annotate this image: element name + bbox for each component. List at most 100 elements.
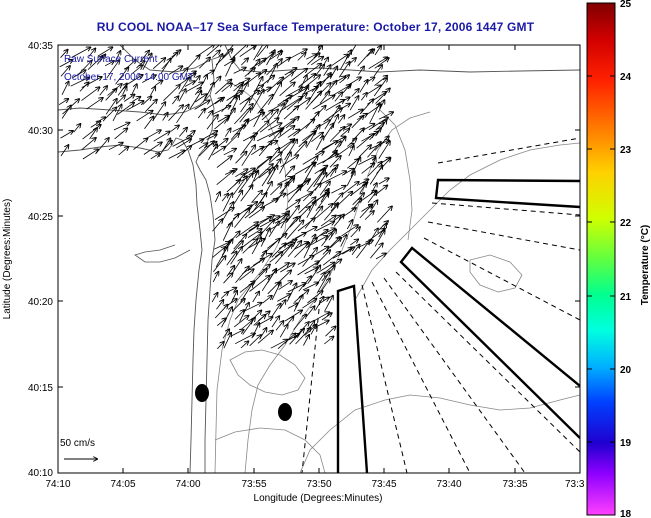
current-vector [225, 58, 235, 77]
current-vector [160, 59, 171, 74]
current-vector [364, 211, 374, 220]
barrier-spit [195, 147, 216, 473]
colorbar-tick: 21 [620, 292, 632, 303]
current-vector [257, 53, 274, 67]
current-vector [249, 335, 261, 347]
current-vector [240, 137, 255, 156]
current-vector [304, 156, 318, 174]
current-vector [239, 46, 256, 57]
y-tick-label: 40:10 [28, 468, 53, 479]
current-vector [356, 241, 369, 259]
annotation-line1: Raw Surface Current [64, 54, 158, 65]
current-vector [185, 83, 203, 93]
current-vector [233, 316, 248, 328]
current-vector [298, 131, 316, 148]
current-vector [172, 136, 192, 147]
current-vector [287, 130, 300, 138]
current-vector [79, 82, 89, 92]
current-vector [248, 113, 264, 123]
current-vector [289, 329, 305, 345]
current-vector [277, 294, 290, 302]
current-vector [276, 50, 281, 59]
current-vector [320, 216, 336, 227]
colorbar-tick: 24 [620, 72, 632, 83]
current-vector [163, 85, 180, 101]
current-vector [221, 95, 237, 113]
current-vector [145, 130, 161, 140]
current-vector [331, 67, 337, 76]
current-vector [338, 192, 352, 206]
x-tick-label: 73:55 [241, 479, 266, 490]
current-vector [307, 266, 321, 284]
current-vector [250, 77, 263, 101]
current-vector [351, 116, 364, 129]
current-vector [305, 91, 322, 110]
current-vector [251, 323, 259, 339]
current-vector [250, 121, 269, 139]
current-vector [305, 306, 314, 318]
current-vector [230, 330, 243, 337]
current-vector [220, 292, 228, 299]
current-vector [178, 128, 187, 137]
current-vector [199, 58, 210, 69]
current-vector [319, 73, 331, 87]
current-vector [252, 311, 261, 320]
current-vector [256, 45, 268, 58]
current-vector [373, 78, 387, 97]
current-vector [366, 49, 374, 57]
current-vector [287, 241, 301, 258]
current-vector [234, 310, 244, 320]
current-vector [358, 145, 371, 158]
current-vector [342, 247, 354, 255]
current-vector [373, 65, 382, 77]
current-vector [214, 242, 229, 250]
current-vector [216, 156, 232, 168]
surface-current-vectors [58, 45, 393, 350]
x-tick-label: 74:05 [110, 479, 135, 490]
current-vector [178, 77, 190, 95]
current-vector [280, 155, 299, 168]
station-marker [278, 403, 292, 421]
current-vector [211, 293, 217, 303]
current-vector [310, 57, 323, 66]
current-vector [274, 245, 292, 265]
current-vector [322, 237, 340, 255]
current-vector [268, 222, 279, 238]
current-vector [257, 331, 273, 344]
current-vector [294, 227, 317, 239]
current-vector [221, 307, 233, 328]
current-vector [277, 58, 290, 67]
bathymetry-contour [379, 109, 413, 241]
current-vector [346, 171, 355, 186]
current-vector [284, 233, 306, 246]
current-vector [233, 68, 246, 74]
current-vector [277, 126, 294, 139]
current-vector [60, 66, 70, 77]
current-vector [261, 76, 275, 86]
current-vector [321, 313, 332, 321]
current-vector [341, 208, 356, 218]
current-vector [214, 98, 224, 105]
current-vector [280, 119, 294, 130]
current-vector [279, 270, 291, 282]
current-vector [303, 335, 309, 346]
current-vector [122, 87, 127, 95]
current-vector [240, 341, 248, 349]
current-vector [287, 283, 306, 293]
current-vector [284, 166, 294, 177]
current-vector [349, 77, 361, 85]
current-vector [356, 134, 374, 149]
current-vector [206, 115, 218, 130]
current-vector [361, 163, 375, 174]
current-vector [249, 276, 270, 292]
current-vector [280, 214, 289, 229]
current-vector [222, 193, 232, 212]
colorbar-tick: 20 [620, 365, 632, 376]
current-vector [187, 55, 199, 69]
current-vector [116, 95, 125, 105]
current-vector [322, 58, 328, 66]
current-vector [298, 197, 316, 214]
current-vector [240, 232, 262, 249]
annotation-line2: October 17, 2006 14:00 GMT [64, 72, 194, 83]
